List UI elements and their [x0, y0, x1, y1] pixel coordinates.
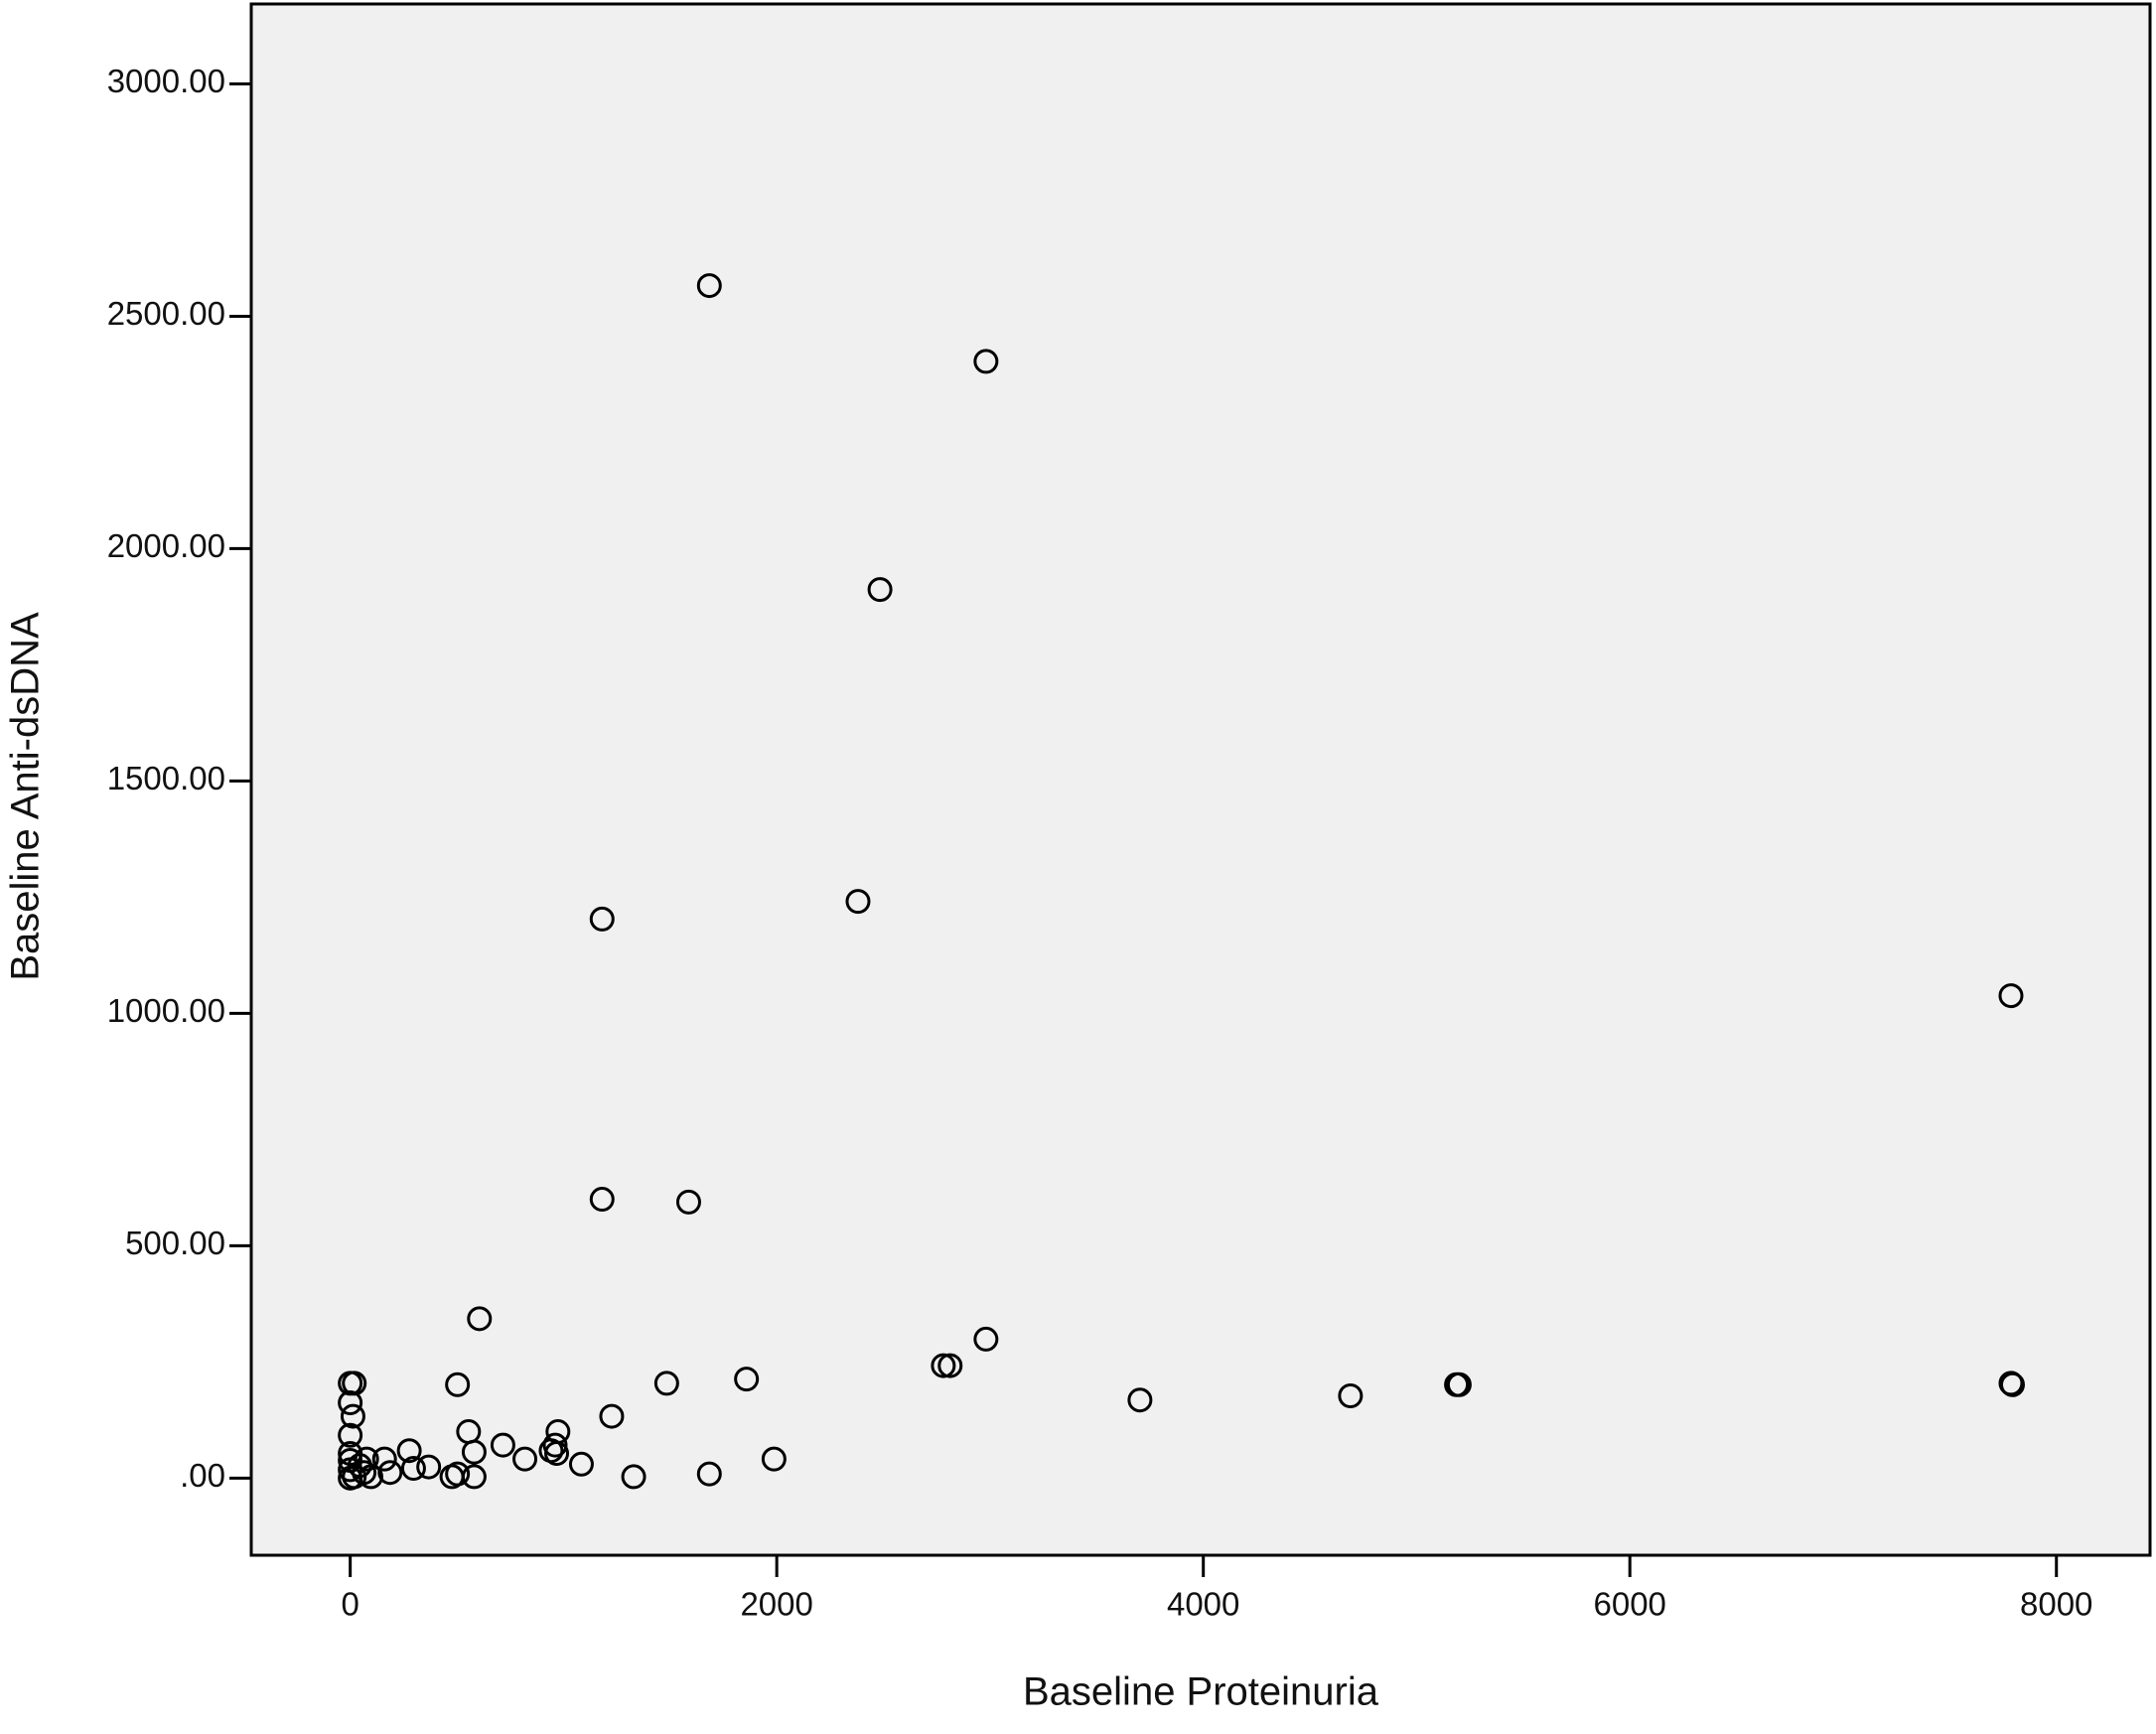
data-point [371, 1446, 397, 1472]
data-point [931, 1353, 956, 1378]
data-point [338, 1371, 363, 1396]
y-axis-label: Baseline Anti-dsDNA [4, 612, 48, 981]
data-point [696, 1461, 722, 1487]
data-point [512, 1446, 538, 1472]
y-tick-label: 500.00 [125, 1225, 225, 1261]
x-tick-label: 4000 [1167, 1586, 1239, 1623]
data-point [734, 1367, 760, 1392]
data-point [1998, 983, 2024, 1009]
data-point [845, 889, 871, 915]
data-point [340, 1403, 365, 1429]
data-point [338, 1465, 363, 1491]
y-tick-label: 1000.00 [107, 992, 225, 1029]
y-tick-label: 2500.00 [107, 295, 225, 332]
data-point [467, 1306, 493, 1332]
y-tick-label: 3000.00 [107, 63, 225, 99]
data-point [675, 1189, 701, 1215]
data-point [696, 273, 722, 299]
x-axis-label: Baseline Proteinuria [1023, 1670, 1379, 1714]
y-tick-label: 1500.00 [107, 760, 225, 796]
data-point [445, 1372, 471, 1397]
x-tick-label: 6000 [1593, 1586, 1665, 1623]
x-tick-label: 0 [341, 1586, 359, 1623]
data-point [542, 1432, 568, 1458]
data-point [867, 577, 893, 603]
data-point [490, 1432, 515, 1458]
data-point [377, 1460, 403, 1486]
data-point [973, 349, 999, 374]
data-point [544, 1441, 570, 1467]
data-point [599, 1403, 625, 1429]
data-point [396, 1438, 422, 1464]
data-point [338, 1422, 363, 1448]
y-tick-label: .00 [180, 1457, 225, 1494]
plot-area [249, 2, 2152, 1557]
data-point [761, 1446, 787, 1472]
data-point [653, 1371, 679, 1396]
data-point [1338, 1382, 1364, 1408]
data-point [568, 1451, 594, 1477]
data-point [973, 1326, 999, 1352]
x-tick-label: 2000 [740, 1586, 812, 1623]
data-point [416, 1454, 442, 1480]
data-point [1999, 1372, 2025, 1397]
x-tick-label: 8000 [2020, 1586, 2092, 1623]
data-point [589, 906, 615, 932]
data-point [937, 1353, 963, 1378]
data-point [456, 1419, 482, 1445]
data-point [621, 1464, 647, 1490]
data-point [338, 1448, 363, 1474]
data-point [338, 1390, 363, 1416]
y-tick-label: 2000.00 [107, 527, 225, 564]
data-point [1127, 1387, 1153, 1413]
data-point [352, 1460, 377, 1486]
data-point [400, 1455, 426, 1481]
data-point [445, 1461, 471, 1487]
data-point [1446, 1372, 1472, 1397]
data-point [589, 1187, 615, 1213]
